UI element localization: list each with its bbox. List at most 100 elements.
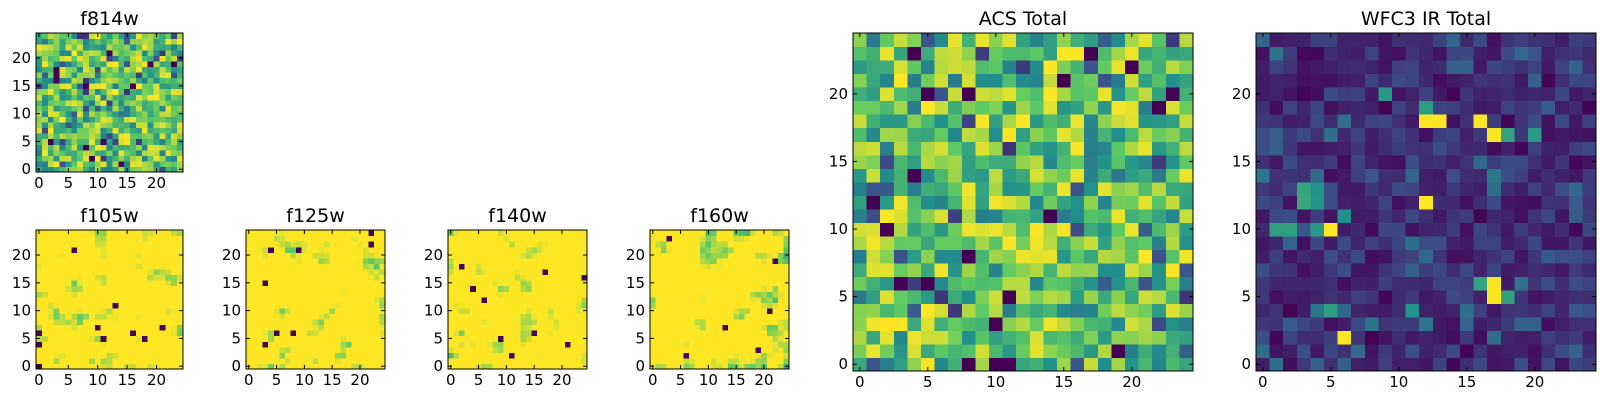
heatmap-cell xyxy=(975,114,990,129)
heatmap-cell xyxy=(503,335,510,342)
heatmap-cell xyxy=(284,318,292,326)
heatmap-cell xyxy=(141,33,149,40)
heatmap-cell xyxy=(1405,181,1420,196)
heatmap-cell xyxy=(1364,181,1379,196)
heatmap-cell xyxy=(53,363,61,370)
heatmap-cell xyxy=(553,363,560,370)
heatmap-cell xyxy=(141,263,149,270)
heatmap-cell xyxy=(362,346,369,353)
heatmap-cell xyxy=(559,257,566,264)
heatmap-cell xyxy=(1310,303,1325,318)
heatmap-cell xyxy=(464,324,471,331)
heatmap-cell xyxy=(498,313,505,320)
heatmap-cell xyxy=(961,168,976,183)
heatmap-cell xyxy=(323,280,330,287)
heatmap-cell xyxy=(307,257,314,264)
heatmap-cell xyxy=(94,83,102,90)
heatmap-cell xyxy=(47,291,55,298)
heatmap-cell xyxy=(705,268,712,276)
x-tick-label: 15 xyxy=(525,371,544,389)
heatmap-cell xyxy=(53,291,61,298)
heatmap-cell xyxy=(135,94,143,101)
heatmap-cell xyxy=(357,241,364,248)
heatmap-cell xyxy=(118,38,125,45)
x-tick-label: 0 xyxy=(648,371,658,389)
heatmap-cell xyxy=(1070,114,1085,129)
heatmap-cell xyxy=(459,318,466,326)
heatmap-cell xyxy=(118,268,125,276)
heatmap-cell xyxy=(666,302,673,309)
heatmap-cell xyxy=(683,363,690,370)
heatmap-cell xyxy=(1125,262,1140,277)
heatmap-cell xyxy=(750,235,757,242)
heatmap-cell xyxy=(666,318,673,326)
heatmap-cell xyxy=(575,363,583,370)
heatmap-cell xyxy=(1568,141,1583,156)
heatmap-cell xyxy=(750,313,757,320)
heatmap-cell xyxy=(575,346,583,353)
heatmap-cell xyxy=(318,352,325,359)
heatmap-cell xyxy=(694,346,701,353)
heatmap-cell xyxy=(727,285,734,292)
heatmap-cell xyxy=(1165,87,1180,102)
heatmap-cell xyxy=(448,285,455,292)
heatmap-cell xyxy=(570,257,577,264)
heatmap-cell xyxy=(700,363,707,370)
heatmap-cell xyxy=(1002,87,1017,102)
heatmap-cell xyxy=(1296,73,1311,88)
heatmap-cell xyxy=(492,268,499,276)
heatmap-cell xyxy=(36,257,43,264)
heatmap-cell xyxy=(53,160,61,168)
heatmap-cell xyxy=(1043,100,1058,115)
heatmap-cell xyxy=(750,318,757,326)
heatmap-cell xyxy=(772,346,779,353)
heatmap-cell xyxy=(268,241,275,248)
heatmap-cell xyxy=(100,335,108,342)
heatmap-cell xyxy=(307,357,314,365)
heatmap-cell xyxy=(273,324,280,331)
heatmap-cell xyxy=(470,230,477,237)
heatmap-cell xyxy=(866,73,881,88)
heatmap-cell xyxy=(262,235,269,242)
heatmap-cell xyxy=(470,241,477,248)
heatmap-cell xyxy=(683,307,690,314)
heatmap-cell xyxy=(1419,357,1434,372)
heatmap-cell xyxy=(88,88,96,95)
heatmap-cell xyxy=(334,341,342,348)
heatmap-cell xyxy=(312,307,319,314)
heatmap-cell xyxy=(1097,141,1112,156)
heatmap-cell xyxy=(1528,127,1543,142)
heatmap-cell xyxy=(553,346,560,353)
heatmap-cell xyxy=(130,352,137,359)
heatmap-cell xyxy=(989,33,1004,48)
heatmap-cell xyxy=(47,138,55,145)
heatmap-cell xyxy=(1514,46,1529,61)
heatmap-cell xyxy=(88,346,96,353)
heatmap-cell xyxy=(262,252,269,259)
heatmap-cell xyxy=(1111,181,1126,196)
heatmap-cell xyxy=(777,296,785,303)
heatmap-cell xyxy=(153,94,161,101)
heatmap-cell xyxy=(559,352,566,359)
heatmap-cell xyxy=(853,87,868,102)
heatmap-cell xyxy=(130,121,137,129)
heatmap-cell xyxy=(1256,249,1271,264)
heatmap-cell xyxy=(948,222,963,237)
heatmap-cell xyxy=(279,363,286,370)
heatmap-cell xyxy=(1111,222,1126,237)
heatmap-cell xyxy=(459,252,466,259)
heatmap-cell xyxy=(1016,195,1031,210)
heatmap-cell xyxy=(351,313,358,320)
heatmap-cell xyxy=(135,341,143,348)
heatmap-cell xyxy=(41,285,49,292)
heatmap-cell xyxy=(564,252,571,259)
heatmap-cell xyxy=(961,222,976,237)
heatmap-cell xyxy=(130,274,137,281)
heatmap-cell xyxy=(323,230,330,237)
heatmap-cell xyxy=(705,291,712,298)
heatmap-cell xyxy=(893,235,908,250)
heatmap-cell xyxy=(165,363,172,370)
heatmap-cell xyxy=(71,330,78,337)
heatmap-cell xyxy=(481,335,488,342)
